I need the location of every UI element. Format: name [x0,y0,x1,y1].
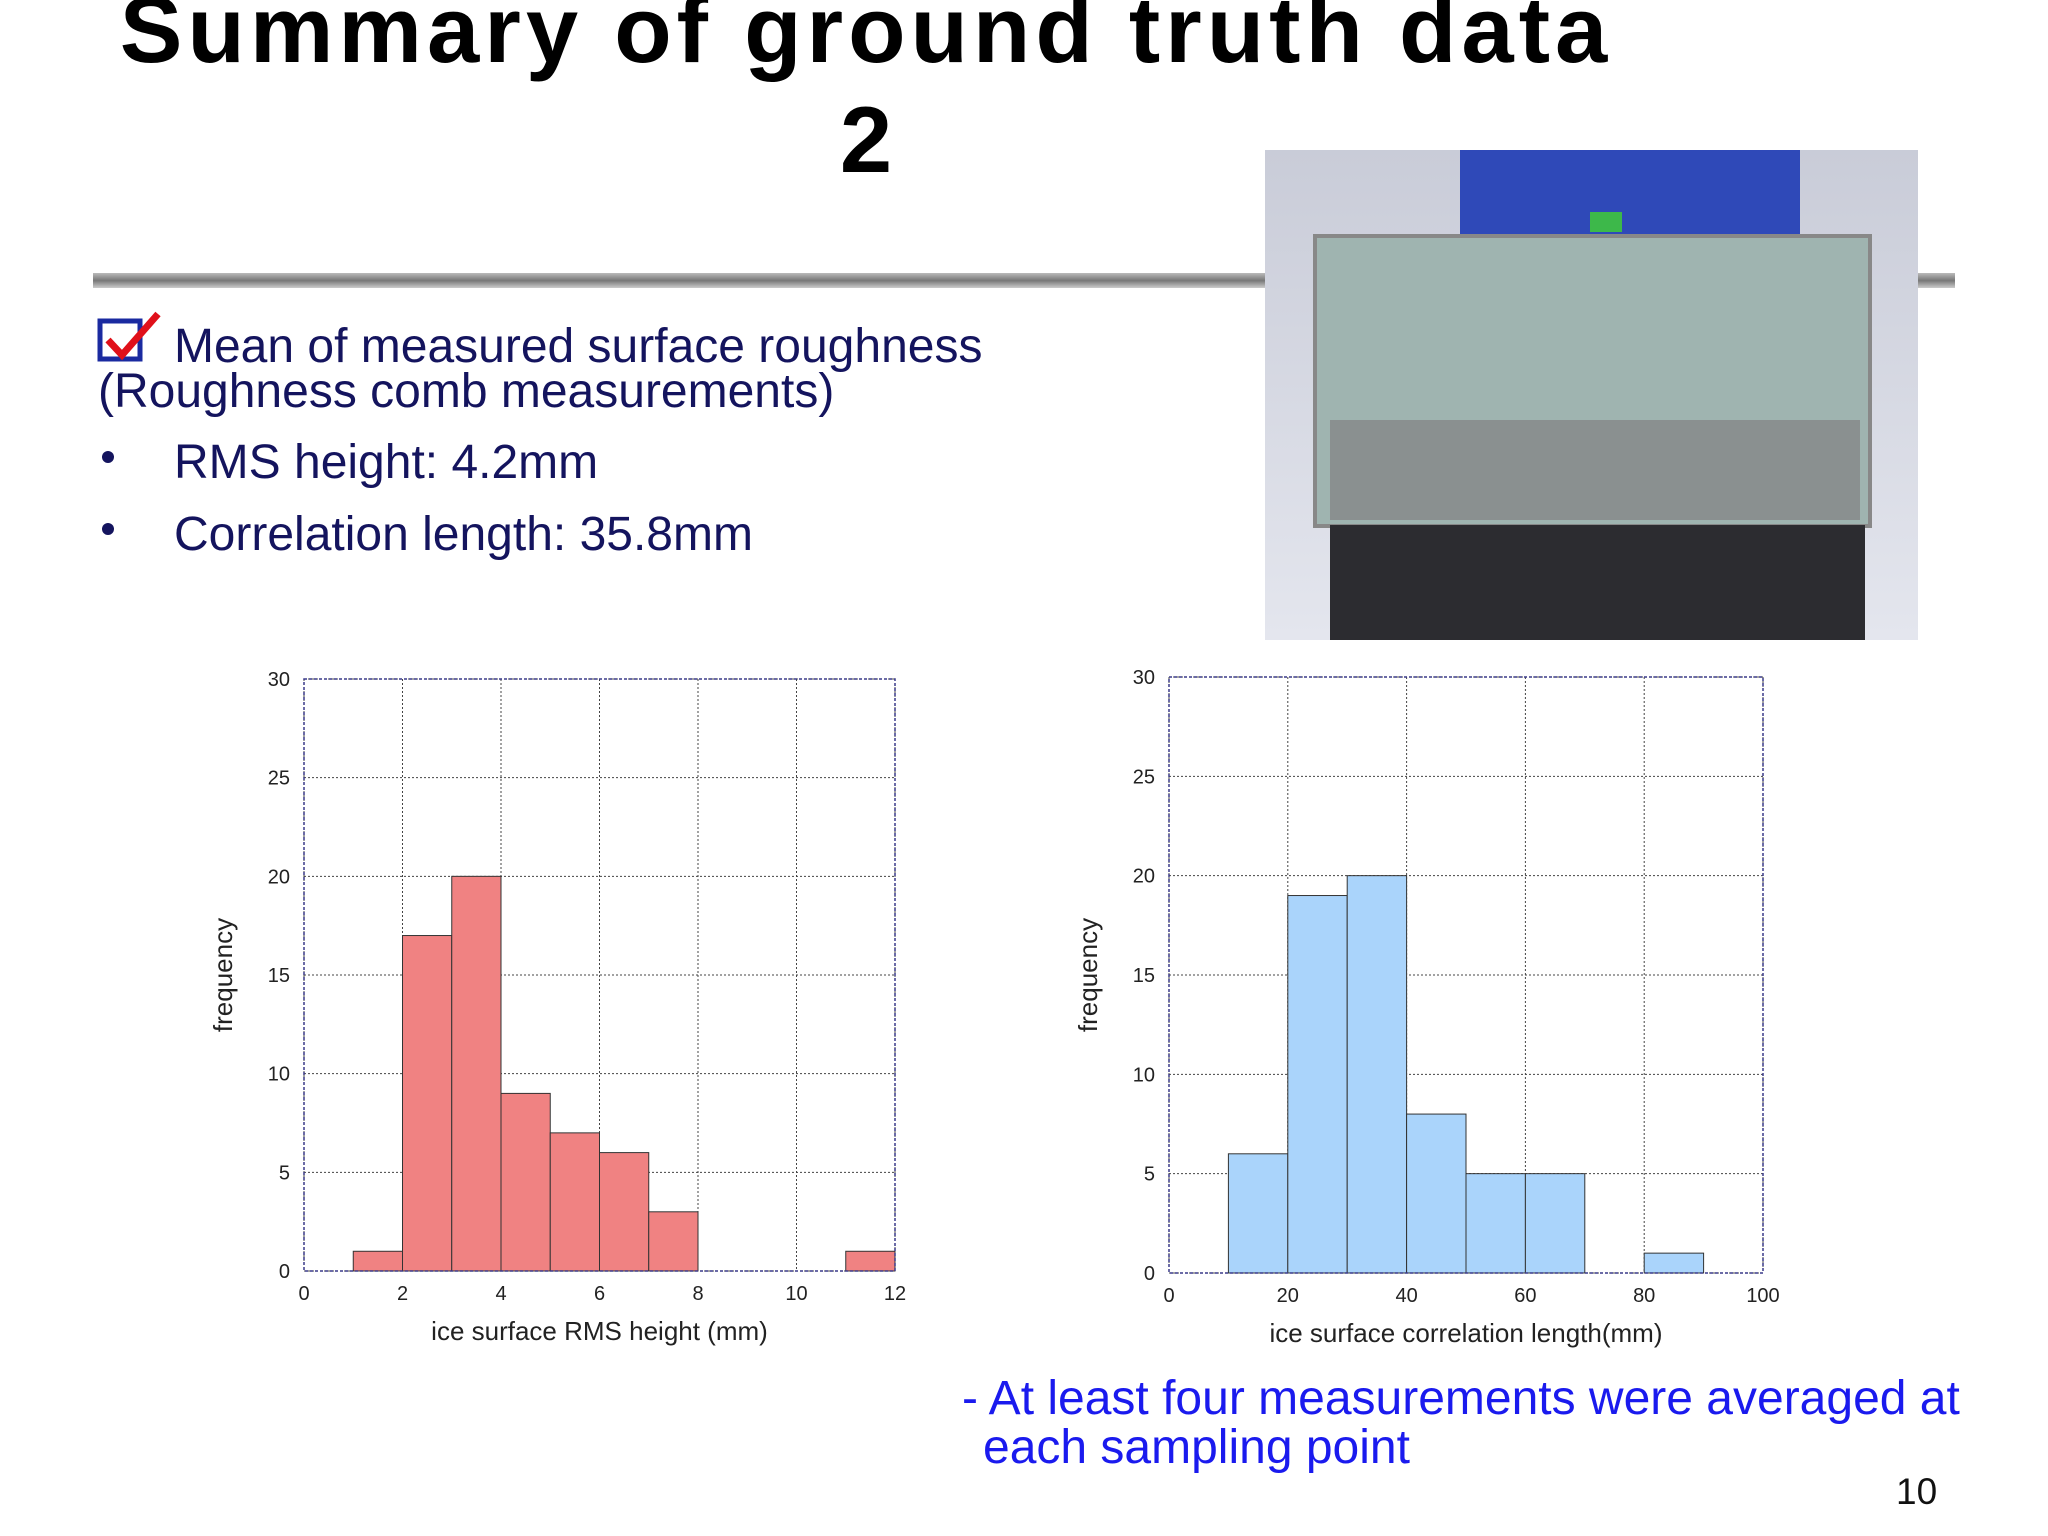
y-tick-label: 25 [1133,766,1155,788]
y-axis-label: frequency [1073,918,1103,1032]
x-tick-label: 2 [397,1283,408,1305]
histogram-bar [549,1132,600,1272]
x-tick-label: 8 [692,1283,703,1305]
x-tick-label: 20 [1277,1285,1299,1307]
x-tick-label: 0 [298,1283,309,1305]
histogram-bar [402,935,453,1272]
item-header: Mean of measured surface roughness [174,320,982,373]
x-tick-label: 40 [1395,1285,1417,1307]
checkbox-icon [97,311,161,362]
x-tick-label: 60 [1514,1285,1536,1307]
footnote: - At least four measurements were averag… [962,1372,1960,1425]
x-tick-label: 10 [785,1283,807,1305]
histogram-bar [352,1250,403,1272]
page-number: 10 [1896,1471,1937,1512]
histogram-bar [1643,1252,1705,1274]
x-tick-label: 0 [1163,1285,1174,1307]
histogram-bar [1287,895,1348,1274]
item-header: (Roughness comb measurements) [98,365,834,418]
y-tick-label: 15 [268,965,290,987]
y-tick-label: 20 [268,866,290,888]
y-tick-label: 25 [268,768,290,790]
x-tick-label: 4 [495,1283,506,1305]
histogram-bar [1524,1173,1586,1274]
histogram-bar [1227,1153,1289,1274]
bullet-dot [102,451,114,463]
bullet: RMS height: 4.2mm [174,436,598,489]
histogram-bar [1346,875,1408,1274]
y-tick-label: 5 [1144,1164,1155,1186]
y-tick-label: 30 [268,669,290,691]
histogram-bar [1406,1113,1467,1274]
x-axis-label: ice surface correlation length(mm) [1269,1318,1662,1348]
x-tick-label: 100 [1746,1285,1779,1307]
title-line: 2 [840,87,892,192]
y-tick-label: 30 [1133,667,1155,689]
histogram-bar [648,1211,699,1272]
y-axis-label: frequency [208,918,238,1032]
footnote: each sampling point [983,1421,1410,1474]
histogram-bar [451,875,502,1272]
bullet-dot [102,523,114,535]
x-axis-label: ice surface RMS height (mm) [431,1316,768,1346]
histogram-bar [845,1250,896,1272]
bullet: Correlation length: 35.8mm [174,508,753,561]
histogram-bar [599,1152,650,1272]
plot-frame [1168,676,1764,1274]
histogram-bar [1465,1173,1526,1274]
y-tick-label: 5 [279,1162,290,1184]
y-tick-label: 0 [1144,1263,1155,1285]
y-tick-label: 10 [1133,1064,1155,1086]
x-tick-label: 6 [594,1283,605,1305]
title-line: Summary of ground truth data [120,0,1613,82]
x-tick-label: 12 [884,1283,906,1305]
photo [1265,150,1918,640]
y-tick-label: 10 [268,1064,290,1086]
y-tick-label: 20 [1133,866,1155,888]
plot-frame [303,678,896,1272]
histogram-bar [500,1092,551,1272]
y-tick-label: 15 [1133,965,1155,987]
x-tick-label: 80 [1633,1285,1655,1307]
y-tick-label: 0 [279,1261,290,1283]
